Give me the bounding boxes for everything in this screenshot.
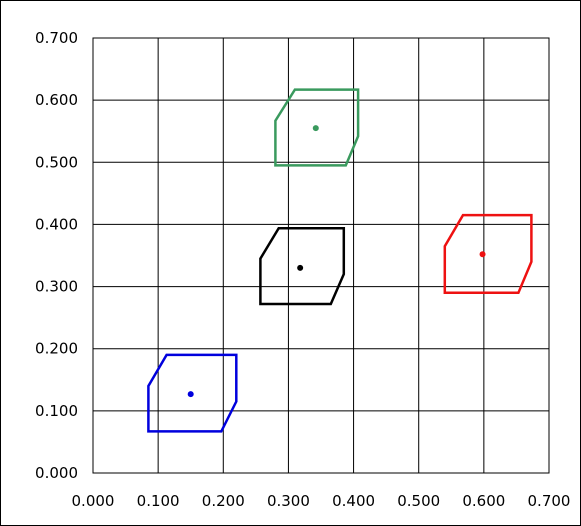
x-tick-label: 0.100 (137, 492, 180, 510)
y-tick-label: 0.600 (35, 91, 78, 109)
y-tick-label: 0.200 (35, 340, 78, 358)
x-tick-label: 0.400 (332, 492, 375, 510)
y-tick-label: 0.300 (35, 278, 78, 296)
plot-area-border (92, 37, 550, 474)
x-tick-label: 0.700 (528, 492, 571, 510)
x-tick-label: 0.000 (72, 492, 115, 510)
y-tick-label: 0.100 (35, 402, 78, 420)
x-tick-label: 0.500 (397, 492, 440, 510)
y-tick-label: 0.500 (35, 153, 78, 171)
series-2-center-point (297, 264, 304, 271)
x-tick-label: 0.300 (267, 492, 310, 510)
x-tick-label: 0.600 (462, 492, 505, 510)
series-1-polygon (147, 353, 238, 433)
x-tick-label: 0.200 (202, 492, 245, 510)
series-1-center-point (187, 391, 194, 398)
y-tick-label: 0.700 (35, 29, 78, 47)
y-tick-label: 0.400 (35, 215, 78, 233)
series-shapes (147, 88, 533, 433)
y-tick-label: 0.000 (35, 464, 78, 482)
series-3-polygon (274, 88, 360, 167)
series-4-polygon (443, 213, 533, 295)
grid-lines (92, 37, 550, 474)
y-axis-tick-labels: 0.000 0.100 0.200 0.300 0.400 0.500 0.600 0.700 (35, 29, 78, 482)
series-3-center-point (312, 125, 319, 132)
x-axis-tick-labels: 0.000 0.100 0.200 0.300 0.400 0.500 0.600 0.700 (72, 492, 571, 510)
series-2-polygon (259, 226, 346, 306)
series-4-center-point (479, 251, 486, 258)
